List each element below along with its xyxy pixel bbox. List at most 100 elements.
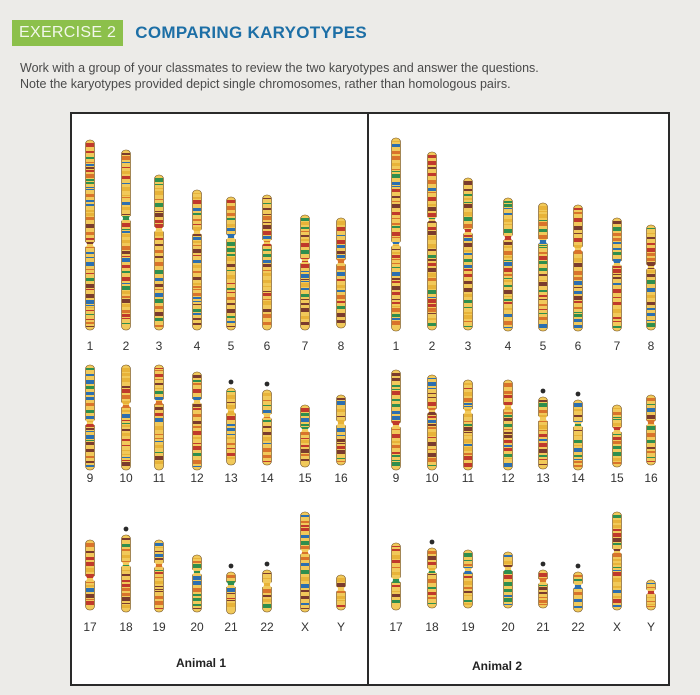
chromosome-label-animal2-14: 14 xyxy=(571,471,585,485)
chromosome-label-animal1-x: X xyxy=(301,620,309,634)
exercise-header: EXERCISE 2 COMPARING KARYOTYPES xyxy=(12,20,367,46)
chromosome-animal1-12 xyxy=(190,371,204,471)
chromosome-label-animal2-5: 5 xyxy=(540,339,547,353)
chromosome-label-animal2-15: 15 xyxy=(610,471,624,485)
panel-divider xyxy=(367,112,369,686)
chromosome-animal2-10 xyxy=(425,374,439,471)
chromosome-label-animal1-9: 9 xyxy=(87,471,94,485)
chromosome-animal2-2 xyxy=(425,151,439,331)
chromosome-label-animal1-4: 4 xyxy=(194,339,201,353)
chromosome-label-animal1-11: 11 xyxy=(153,471,166,485)
chromosome-animal2-17 xyxy=(389,542,403,611)
chromosome-label-animal2-1: 1 xyxy=(393,339,400,353)
chromosome-label-animal2-18: 18 xyxy=(425,620,439,634)
chromosome-animal2-y xyxy=(644,579,658,611)
chromosome-animal2-22 xyxy=(571,563,585,613)
chromosome-animal1-13 xyxy=(224,379,238,466)
chromosome-label-animal2-19: 19 xyxy=(461,620,475,634)
chromosome-label-animal2-20: 20 xyxy=(501,620,515,634)
chromosome-animal1-8 xyxy=(334,217,348,329)
chromosome-animal2-15 xyxy=(610,404,624,468)
chromosome-label-animal1-13: 13 xyxy=(224,471,238,485)
chromosome-animal1-6 xyxy=(260,194,274,331)
chromosome-label-animal2-12: 12 xyxy=(501,471,515,485)
chromosome-label-animal2-13: 13 xyxy=(536,471,550,485)
chromosome-label-animal1-y: Y xyxy=(337,620,345,634)
chromosome-animal1-18 xyxy=(119,526,133,613)
chromosome-animal1-1 xyxy=(83,139,97,331)
chromosome-label-animal1-5: 5 xyxy=(228,339,235,353)
chromosome-animal1-14 xyxy=(260,381,274,466)
chromosome-animal2-1 xyxy=(389,137,403,332)
chromosome-label-animal2-y: Y xyxy=(647,620,655,634)
chromosome-animal1-y xyxy=(334,574,348,611)
chromosome-animal2-13 xyxy=(536,388,550,470)
animal-2-label: Animal 2 xyxy=(472,659,523,673)
chromosome-label-animal2-x: X xyxy=(613,620,621,634)
chromosome-label-animal2-17: 17 xyxy=(389,620,403,634)
chromosome-label-animal2-2: 2 xyxy=(429,339,436,353)
exercise-title: COMPARING KARYOTYPES xyxy=(135,23,368,42)
chromosome-animal2-5 xyxy=(536,202,550,332)
chromosome-label-animal2-3: 3 xyxy=(465,339,472,353)
chromosome-animal2-x xyxy=(610,511,624,611)
chromosome-animal1-x xyxy=(298,511,312,613)
chromosome-animal2-4 xyxy=(501,197,515,332)
chromosome-label-animal2-6: 6 xyxy=(575,339,582,353)
chromosome-animal1-3 xyxy=(152,174,166,331)
chromosome-label-animal1-10: 10 xyxy=(119,471,133,485)
chromosome-animal2-7 xyxy=(610,217,624,332)
chromosome-label-animal1-15: 15 xyxy=(298,471,312,485)
chromosome-animal1-19 xyxy=(152,539,166,613)
chromosome-label-animal1-1: 1 xyxy=(87,339,94,353)
chromosome-label-animal1-17: 17 xyxy=(83,620,97,634)
chromosome-label-animal1-8: 8 xyxy=(338,339,345,353)
exercise-number-badge: EXERCISE 2 xyxy=(12,20,124,46)
instructions: Work with a group of your classmates to … xyxy=(20,60,690,92)
chromosome-animal2-21 xyxy=(536,561,550,609)
chromosome-animal2-3 xyxy=(461,177,475,331)
chromosome-label-animal1-16: 16 xyxy=(334,471,348,485)
chromosome-animal1-17 xyxy=(83,539,97,611)
chromosome-animal2-12 xyxy=(501,379,515,471)
chromosome-label-animal1-3: 3 xyxy=(156,339,163,353)
chromosome-animal2-11 xyxy=(461,379,475,471)
chromosome-animal2-6 xyxy=(571,204,585,332)
chromosome-animal1-5 xyxy=(224,196,238,331)
chromosome-animal2-20 xyxy=(501,551,515,609)
chromosome-label-animal2-22: 22 xyxy=(571,620,585,634)
chromosome-animal1-15 xyxy=(298,404,312,468)
chromosome-label-animal2-21: 21 xyxy=(536,620,550,634)
chromosome-animal2-8 xyxy=(644,224,658,331)
instructions-line-2: Note the karyotypes provided depict sing… xyxy=(20,77,511,91)
chromosome-animal2-9 xyxy=(389,369,403,471)
chromosome-animal1-11 xyxy=(152,364,166,471)
chromosome-animal1-4 xyxy=(190,189,204,331)
chromosome-label-animal2-4: 4 xyxy=(505,339,512,353)
chromosome-label-animal2-8: 8 xyxy=(648,339,655,353)
chromosome-label-animal2-9: 9 xyxy=(393,471,400,485)
chromosome-animal1-7 xyxy=(298,214,312,331)
instructions-line-1: Work with a group of your classmates to … xyxy=(20,61,539,75)
chromosome-label-animal1-12: 12 xyxy=(190,471,204,485)
chromosome-label-animal1-14: 14 xyxy=(260,471,274,485)
chromosome-animal1-22 xyxy=(260,561,274,613)
chromosome-animal1-21 xyxy=(224,563,238,615)
animal-1-label: Animal 1 xyxy=(176,656,227,670)
chromosome-animal1-16 xyxy=(334,394,348,466)
chromosome-label-animal1-18: 18 xyxy=(119,620,133,634)
chromosome-animal1-10 xyxy=(119,364,133,471)
chromosome-animal2-18 xyxy=(425,539,439,609)
chromosome-label-animal2-16: 16 xyxy=(644,471,658,485)
karyotype-panel xyxy=(70,112,670,686)
chromosome-animal2-16 xyxy=(644,394,658,466)
chromosome-animal1-9 xyxy=(83,364,97,471)
chromosome-animal1-2 xyxy=(119,149,133,331)
chromosome-label-animal1-6: 6 xyxy=(264,339,271,353)
chromosome-label-animal1-20: 20 xyxy=(190,620,204,634)
chromosome-animal1-20 xyxy=(190,554,204,613)
chromosome-label-animal1-22: 22 xyxy=(260,620,274,634)
chromosome-animal2-19 xyxy=(461,549,475,609)
chromosome-label-animal1-21: 21 xyxy=(224,620,238,634)
